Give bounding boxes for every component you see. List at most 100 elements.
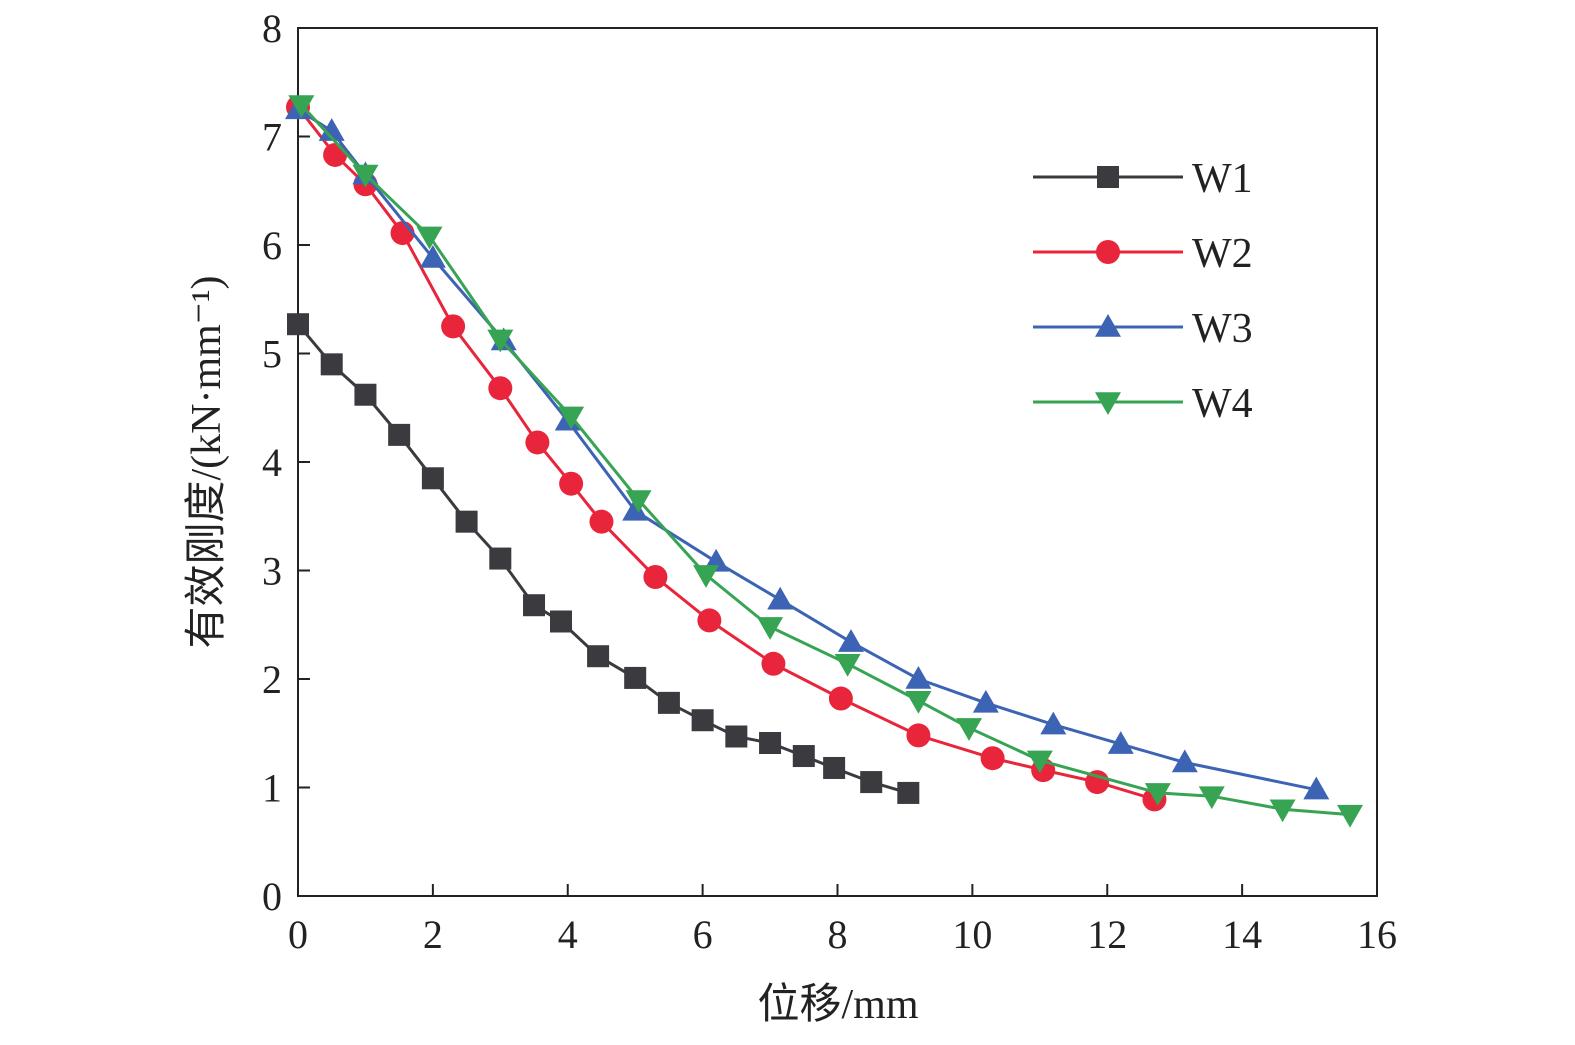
data-point-w4 (757, 617, 784, 640)
data-point-w4 (692, 565, 719, 588)
series-w4 (288, 95, 1364, 828)
data-point-w2 (697, 608, 722, 633)
data-point-w1 (759, 732, 782, 755)
data-point-w1 (897, 781, 920, 804)
y-tick-label: 5 (262, 332, 282, 377)
data-point-w4 (1337, 804, 1364, 828)
data-point-w1 (489, 547, 512, 570)
data-point-w4 (956, 718, 983, 741)
data-point-w1 (455, 510, 478, 533)
data-point-w3 (1303, 776, 1330, 800)
x-tick-label: 6 (693, 912, 713, 957)
x-tick-label: 10 (952, 912, 992, 957)
y-tick-label: 1 (262, 766, 282, 811)
y-tick-label: 0 (262, 874, 282, 919)
series-line-w3 (297, 108, 1317, 792)
y-tick-label: 7 (262, 115, 282, 160)
data-point-w3 (1171, 749, 1198, 773)
data-point-w4 (487, 329, 514, 353)
x-tick-label: 4 (558, 912, 578, 957)
y-tick-label: 2 (262, 657, 282, 702)
data-point-w4 (625, 490, 652, 513)
legend-item-w3: W3 (1033, 306, 1253, 352)
data-point-w3 (419, 245, 446, 268)
x-tick-label: 8 (828, 912, 848, 957)
x-axis-title: 位移/mm (757, 981, 918, 1028)
data-point-w3 (767, 586, 794, 610)
data-point-w4 (905, 690, 932, 714)
legend-item-w1: W1 (1033, 156, 1253, 202)
data-point-w2 (906, 723, 931, 748)
y-tick-label: 4 (262, 440, 282, 485)
data-point-w4 (1198, 786, 1225, 810)
legend-label: W3 (1192, 306, 1253, 352)
legend-marker (1097, 166, 1119, 188)
x-tick-label: 12 (1087, 912, 1127, 957)
legend-label: W4 (1192, 381, 1253, 427)
data-point-w1 (823, 756, 846, 779)
data-point-w2 (589, 509, 614, 534)
data-point-w4 (1269, 799, 1296, 823)
data-point-w1 (792, 745, 815, 768)
data-point-w3 (1107, 731, 1134, 754)
data-point-w1 (725, 725, 748, 748)
data-point-w1 (421, 467, 444, 490)
legend-marker (1096, 240, 1120, 264)
legend-marker (1095, 314, 1121, 337)
data-point-w4 (416, 226, 443, 250)
data-point-w1 (657, 691, 680, 714)
data-point-w3 (622, 497, 649, 521)
data-point-w3 (318, 118, 345, 141)
data-point-w2 (828, 686, 853, 711)
y-tick-label: 6 (262, 223, 282, 268)
legend-item-w4: W4 (1033, 381, 1253, 427)
data-point-w1 (287, 313, 309, 336)
series-w2 (286, 95, 1167, 812)
data-point-w4 (1026, 750, 1053, 774)
series-w1 (287, 313, 920, 804)
data-point-w2 (643, 565, 668, 590)
data-point-w1 (860, 771, 883, 794)
legend-marker (1095, 392, 1121, 415)
data-point-w2 (761, 651, 786, 676)
x-tick-label: 16 (1357, 912, 1397, 957)
data-point-w2 (980, 746, 1005, 771)
data-point-w2 (441, 314, 466, 339)
data-point-w1 (388, 423, 411, 446)
data-point-w3 (837, 629, 864, 652)
data-point-w4 (288, 95, 315, 119)
data-point-w2 (488, 376, 513, 401)
x-tick-label: 0 (288, 912, 308, 957)
x-tick-label: 14 (1222, 912, 1262, 957)
data-point-w2 (525, 430, 550, 455)
legend: W1 W2 W3 W4 (1033, 156, 1253, 427)
data-point-w3 (972, 689, 999, 713)
data-point-w1 (691, 709, 714, 732)
series-line-w1 (296, 323, 909, 795)
legend-label: W2 (1192, 231, 1253, 277)
data-point-w4 (558, 406, 585, 430)
y-tick-label: 3 (262, 549, 282, 594)
data-point-w3 (1040, 711, 1067, 735)
series-group (285, 95, 1364, 828)
data-point-w1 (354, 383, 377, 406)
series-line-w2 (296, 106, 1155, 801)
series-w3 (285, 96, 1330, 800)
data-point-w1 (320, 353, 343, 376)
data-point-w1 (523, 594, 546, 617)
y-tick-label: 8 (262, 6, 282, 51)
series-line-w4 (300, 103, 1351, 817)
legend-item-w2: W2 (1033, 231, 1253, 277)
data-point-w4 (834, 654, 861, 677)
data-point-w4 (1144, 783, 1171, 806)
data-point-w3 (905, 666, 932, 689)
data-point-w1 (550, 610, 573, 633)
data-point-w4 (352, 164, 379, 188)
legend-label: W1 (1192, 156, 1253, 202)
y-axis-title: 有效刚度/(kN·mm⁻¹) (184, 275, 230, 648)
data-point-w2 (559, 471, 584, 496)
data-point-w1 (587, 645, 610, 668)
